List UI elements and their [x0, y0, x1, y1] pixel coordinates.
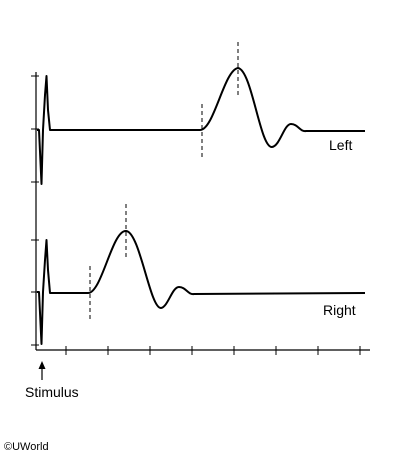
right-waveform	[37, 229, 366, 345]
stimulus-label: Stimulus	[25, 384, 79, 400]
y-axis-ticks	[31, 75, 39, 346]
stimulus-arrow	[38, 361, 46, 380]
right-trace-label: Right	[323, 302, 356, 318]
left-waveform	[37, 67, 365, 185]
copyright-notice: ©UWorld	[4, 441, 49, 453]
x-axis-ticks	[65, 346, 361, 355]
left-trace-label: Left	[329, 137, 353, 153]
